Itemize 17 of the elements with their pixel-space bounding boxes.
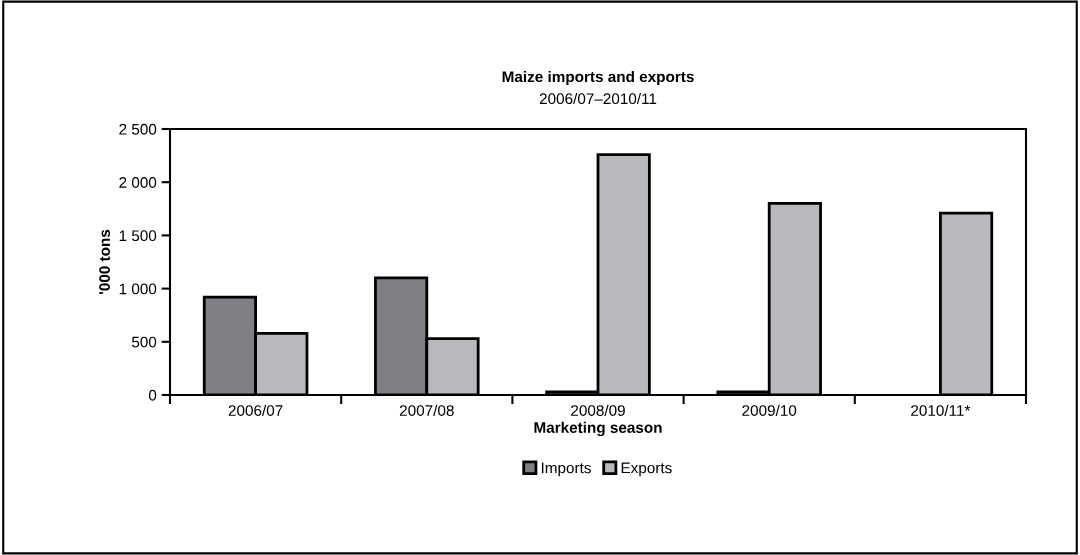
- legend-label: Exports: [621, 462, 672, 477]
- y-tick-label: 2 500: [119, 123, 157, 135]
- y-tick-label: 500: [131, 336, 157, 348]
- y-tick-label: 1 500: [119, 230, 157, 242]
- chart-title: Maize imports and exports: [502, 70, 694, 86]
- x-tick-label: 2007/08: [399, 404, 454, 416]
- y-tick-label: 1 000: [119, 283, 157, 295]
- x-axis-title: Marketing season: [534, 421, 662, 437]
- legend-label: Imports: [541, 462, 591, 477]
- y-axis-title: '000 tons: [99, 229, 110, 294]
- y-tick-label: 2 000: [119, 177, 157, 188]
- x-tick-label: 2006/07: [228, 404, 283, 416]
- x-tick-label: 2010/11*: [911, 404, 971, 416]
- x-tick-label: 2008/09: [571, 404, 625, 416]
- chart-subtitle: 2006/07–2010/11: [539, 92, 657, 105]
- y-tick-label: 0: [148, 389, 157, 401]
- x-tick-label: 2009/10: [742, 404, 797, 416]
